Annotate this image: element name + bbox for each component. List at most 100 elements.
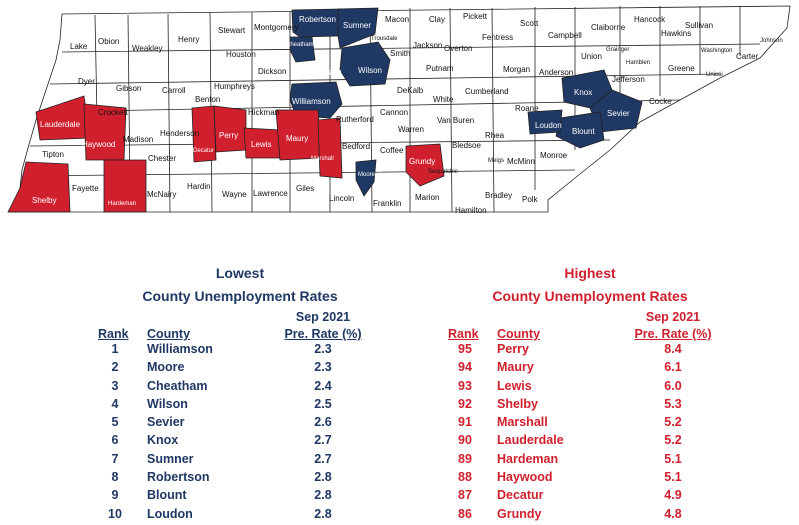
label-bedford: Bedford: [342, 142, 371, 151]
label-henry: Henry: [178, 35, 200, 44]
rate-cell: 2.7: [314, 433, 332, 448]
lowest-rates-table: Lowest County Unemployment Rates Sep 202…: [90, 262, 390, 521]
rank-cell: 93: [458, 378, 472, 393]
label-hawkins: Hawkins: [661, 29, 692, 38]
county-grundy: [405, 143, 445, 187]
lowest-title-line1: Lowest: [215, 265, 265, 281]
label-decatur: Decatur: [193, 148, 215, 154]
label-loudon: Loudon: [535, 121, 562, 130]
label-bradley: Bradley: [485, 191, 513, 200]
label-claiborne: Claiborne: [591, 23, 626, 32]
county-cell: Sevier: [147, 415, 185, 430]
lowest-col-rank: Rank: [98, 327, 129, 341]
label-chester: Chester: [148, 154, 177, 163]
table-row: 90 Lauderdale 5.2: [440, 433, 740, 451]
table-row: 1 Williamson 2.3: [90, 342, 390, 360]
table-row: 89 Hardeman 5.1: [440, 452, 740, 470]
county-cell: Loudon: [147, 506, 193, 521]
label-sequatchie: Sequatchie: [428, 169, 459, 175]
rate-cell: 6.1: [664, 360, 682, 375]
rank-cell: 89: [458, 451, 472, 466]
rank-cell: 4: [111, 396, 119, 411]
label-rutherford: Rutherford: [336, 115, 374, 124]
label-washington: Washington: [701, 48, 733, 54]
label-henderson: Henderson: [160, 129, 200, 138]
county-decatur: [191, 105, 217, 163]
label-macon: Macon: [385, 15, 410, 24]
rate-cell: 2.7: [314, 451, 332, 466]
rate-cell: 2.6: [314, 415, 332, 430]
label-crockett: Crockett: [98, 108, 128, 117]
label-fayette: Fayette: [72, 184, 99, 193]
county-cell: Williamson: [147, 342, 213, 356]
label-moore: Moore: [358, 172, 376, 178]
label-grundy: Grundy: [409, 157, 436, 166]
table-row: 8 Robertson 2.8: [90, 470, 390, 488]
label-hickman: Hickman: [248, 108, 280, 117]
rate-cell: 5.1: [664, 470, 682, 485]
rank-cell: 2: [111, 360, 119, 375]
county-williamson: [289, 81, 343, 119]
label-haywood: Haywood: [82, 140, 116, 149]
lowest-header: Sep 2021 Rank County Pre. Rate (%): [90, 310, 390, 346]
label-mcminn: McMinn: [507, 157, 536, 166]
rate-cell: 5.3: [664, 396, 682, 411]
highest-col-rate: Pre. Rate (%): [634, 327, 712, 341]
table-row: 5 Sevier 2.6: [90, 415, 390, 433]
label-shelby: Shelby: [32, 196, 57, 205]
county-marshall: [317, 117, 343, 179]
county-cell: Haywood: [497, 470, 553, 485]
county-cheatham: [289, 36, 316, 63]
highest-rates-table: Highest County Unemployment Rates Sep 20…: [440, 262, 740, 521]
label-vanburen: Van Buren: [437, 116, 475, 125]
label-lewis: Lewis: [251, 140, 272, 149]
label-gibson: Gibson: [116, 84, 142, 93]
label-white: White: [433, 95, 454, 104]
lowest-col-rate: Pre. Rate (%): [284, 327, 362, 341]
label-scott: Scott: [520, 19, 539, 28]
label-houston: Houston: [226, 50, 256, 59]
rate-cell: 6.0: [664, 378, 682, 393]
rank-cell: 9: [111, 488, 119, 503]
label-mcnairy: McNairy: [147, 190, 177, 199]
county-cell: Knox: [147, 433, 179, 448]
table-row: 87 Decatur 4.9: [440, 488, 740, 506]
label-putnam: Putnam: [426, 64, 454, 73]
table-row: 91 Marshall 5.2: [440, 415, 740, 433]
label-lawrence: Lawrence: [253, 189, 288, 198]
label-warren: Warren: [398, 125, 424, 134]
rate-cell: 2.3: [314, 342, 332, 356]
county-sumner: [337, 7, 379, 49]
county-cell: Grundy: [497, 506, 542, 521]
rank-cell: 86: [458, 506, 472, 521]
table-row: 86 Grundy 4.8: [440, 507, 740, 525]
label-weakley: Weakley: [132, 44, 163, 53]
county-cell: Marshall: [497, 415, 548, 430]
label-grainger: Grainger: [606, 47, 630, 53]
rank-cell: 7: [111, 451, 119, 466]
label-fentress: Fentress: [482, 33, 514, 42]
county-hardeman: [103, 159, 147, 213]
table-row: 7 Sumner 2.7: [90, 452, 390, 470]
label-davidson: Davidson: [302, 67, 342, 78]
county-perry: [213, 105, 247, 153]
label-marion: Marion: [415, 193, 440, 202]
highest-header: Sep 2021 Rank County Pre. Rate (%): [440, 310, 740, 346]
rank-cell: 5: [111, 415, 119, 430]
county-cell: Robertson: [147, 470, 210, 485]
highest-col-county: County: [497, 327, 541, 341]
highest-title-line1: Highest: [564, 265, 616, 281]
county-loudon: [527, 109, 563, 135]
label-sevier: Sevier: [607, 109, 630, 118]
label-madison: Madison: [123, 135, 154, 144]
rank-cell: 87: [458, 488, 472, 503]
label-perry: Perry: [219, 131, 239, 140]
rate-cell: 4.8: [664, 506, 682, 521]
county-cell: Maury: [497, 360, 534, 375]
label-bledsoe: Bledsoe: [452, 141, 481, 150]
label-carroll: Carroll: [162, 86, 186, 95]
lowest-title-line2: County Unemployment Rates: [142, 288, 338, 304]
county-cell: Lewis: [497, 378, 532, 393]
county-cell: Perry: [497, 342, 529, 356]
rate-cell: 4.9: [664, 488, 682, 503]
